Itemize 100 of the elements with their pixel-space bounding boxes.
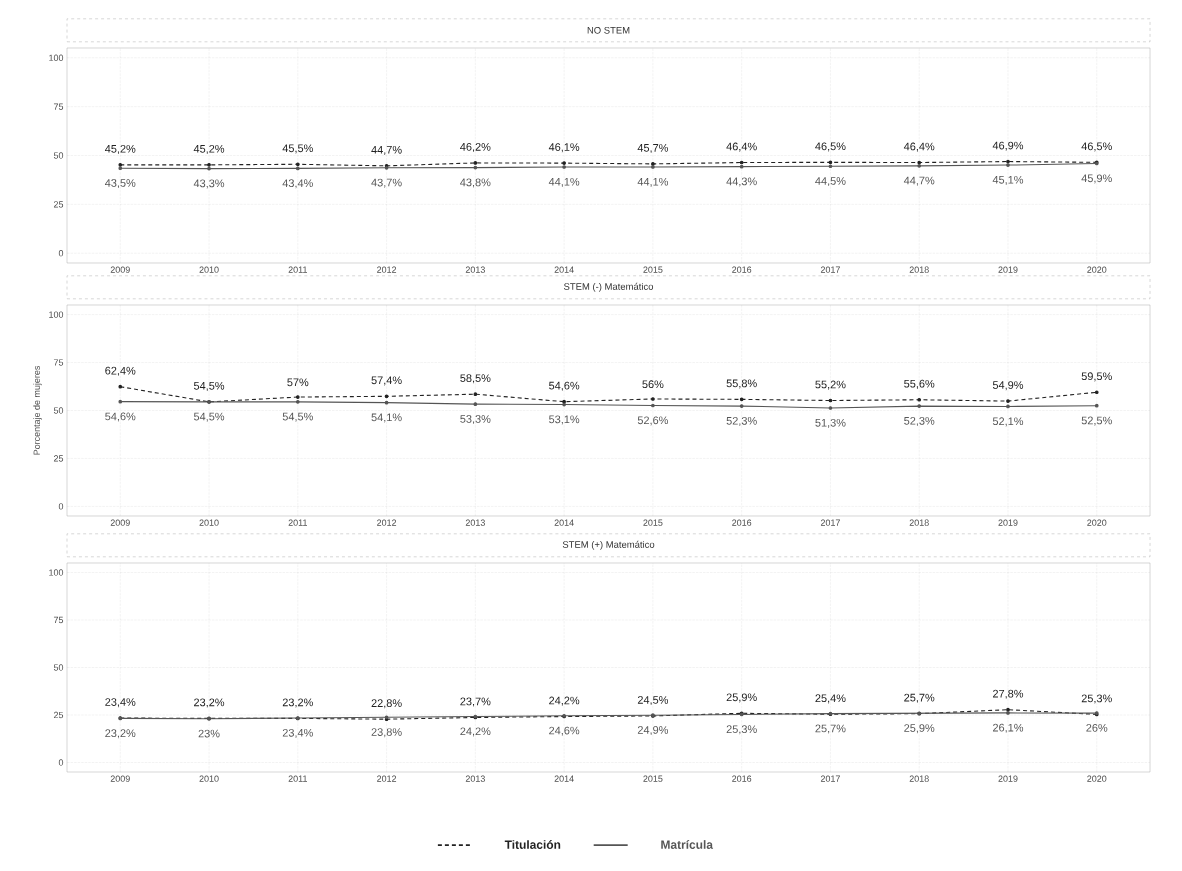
- data-label: 45,9%: [1081, 174, 1112, 184]
- data-label: 43,8%: [460, 178, 491, 188]
- x-tick-label: 2019: [998, 266, 1018, 273]
- data-label: 25,7%: [904, 693, 935, 703]
- data-label: 24,5%: [637, 696, 669, 706]
- data-label: 45,2%: [104, 144, 136, 155]
- data-label: 43,4%: [282, 179, 313, 189]
- data-label: 23,4%: [105, 698, 136, 708]
- data-label: 24,2%: [549, 696, 580, 706]
- x-tick-label: 2018: [909, 775, 929, 782]
- x-tick-label: 2009: [110, 266, 130, 273]
- data-label: 54,6%: [105, 412, 136, 422]
- data-label: 23,2%: [194, 698, 225, 708]
- data-label: 44,1%: [637, 177, 669, 187]
- data-label: 46,1%: [548, 143, 580, 153]
- data-label: 57,4%: [371, 376, 402, 386]
- x-tick-label: 2012: [377, 519, 397, 526]
- data-label: 52,5%: [1081, 416, 1112, 426]
- data-label: 52,1%: [992, 417, 1024, 427]
- data-label: 27,8%: [992, 689, 1024, 699]
- x-tick-label: 2013: [465, 519, 485, 526]
- data-label: 44,5%: [815, 177, 846, 187]
- y-tick-label: 25: [53, 711, 64, 719]
- data-label: 54,1%: [371, 413, 402, 423]
- data-label: 43,5%: [104, 179, 136, 189]
- x-tick-label: 2009: [110, 775, 130, 782]
- data-label: 44,7%: [371, 145, 402, 155]
- x-tick-label: 2012: [377, 775, 397, 782]
- y-tick-label: 100: [49, 569, 64, 576]
- data-label: 44,1%: [548, 177, 580, 187]
- data-label: 51,3%: [815, 418, 846, 428]
- x-tick-label: 2020: [1087, 519, 1107, 526]
- data-label: 54,5%: [193, 382, 225, 391]
- data-label: 45,1%: [992, 175, 1024, 185]
- y-tick-label: 75: [53, 359, 64, 366]
- y-tick-label: 0: [58, 250, 64, 257]
- data-label: 56%: [642, 380, 664, 389]
- x-tick-label: 2010: [199, 519, 219, 526]
- data-label: 52,3%: [726, 416, 757, 427]
- y-tick-label: 0: [58, 503, 64, 510]
- data-label: 23,8%: [371, 728, 402, 738]
- data-label: 46,9%: [992, 141, 1024, 151]
- data-label: 23%: [198, 729, 220, 738]
- x-tick-label: 2017: [820, 519, 840, 526]
- x-tick-label: 2012: [377, 266, 397, 273]
- data-label: 45,2%: [193, 144, 225, 155]
- x-tick-label: 2018: [909, 266, 929, 273]
- data-label: 46,4%: [903, 142, 935, 152]
- data-label: 54,5%: [193, 412, 225, 422]
- x-tick-label: 2018: [909, 519, 929, 526]
- y-tick-label: 100: [49, 311, 64, 318]
- text: Titulación: [504, 840, 561, 849]
- y-tick-label: 50: [53, 664, 64, 671]
- y-tick-label: 50: [53, 152, 64, 159]
- data-label: 54,6%: [549, 381, 580, 391]
- data-label: 26,1%: [992, 723, 1024, 733]
- data-label: 52,6%: [637, 416, 669, 426]
- x-tick-label: 2020: [1087, 775, 1107, 782]
- y-tick-label: 75: [53, 616, 64, 624]
- y-tick-label: 50: [53, 407, 64, 414]
- data-label: 55,6%: [904, 379, 935, 389]
- data-label: 25,9%: [726, 693, 757, 703]
- data-label: 25,7%: [815, 724, 846, 734]
- data-label: 25,3%: [1081, 694, 1112, 704]
- chart-title: NO STEM: [587, 26, 630, 34]
- x-tick-label: 2014: [554, 519, 574, 526]
- y-tick-label: 25: [53, 455, 64, 462]
- x-tick-label: 2016: [732, 519, 752, 526]
- x-tick-label: 2014: [554, 266, 574, 273]
- x-tick-label: 2013: [465, 266, 485, 273]
- x-tick-label: 2015: [643, 775, 663, 782]
- data-label: 24,9%: [637, 726, 669, 736]
- x-tick-label: 2019: [998, 519, 1018, 526]
- data-label: 24,2%: [460, 727, 491, 737]
- data-label: 55,8%: [726, 379, 757, 389]
- data-label: 23,7%: [460, 697, 491, 707]
- x-tick-label: 2009: [110, 519, 130, 526]
- x-tick-label: 2016: [732, 775, 752, 782]
- data-label: 22,8%: [371, 699, 402, 709]
- data-label: 54,5%: [282, 412, 313, 422]
- x-tick-label: 2011: [288, 266, 308, 273]
- x-tick-label: 2017: [820, 775, 840, 782]
- data-label: 25,4%: [815, 694, 846, 704]
- data-label: 59,5%: [1081, 372, 1112, 382]
- data-label: 44,3%: [726, 177, 757, 187]
- chart-title: STEM (-) Matemático: [563, 282, 654, 292]
- data-label: 58,5%: [460, 374, 491, 384]
- x-tick-label: 2015: [643, 266, 663, 273]
- y-tick-label: 0: [58, 759, 64, 766]
- data-label: 45,7%: [637, 144, 669, 154]
- x-tick-label: 2010: [199, 775, 219, 782]
- data-label: 25,3%: [726, 725, 757, 735]
- y-axis-title: Porcentaje de mujeres: [33, 365, 42, 455]
- x-tick-label: 2017: [820, 266, 840, 273]
- x-tick-label: 2013: [465, 775, 485, 782]
- data-label: 53,1%: [549, 415, 580, 425]
- data-label: 43,3%: [193, 179, 225, 189]
- x-tick-label: 2019: [998, 775, 1018, 782]
- data-label: 46,4%: [726, 142, 757, 152]
- text: Matrícula: [661, 840, 714, 849]
